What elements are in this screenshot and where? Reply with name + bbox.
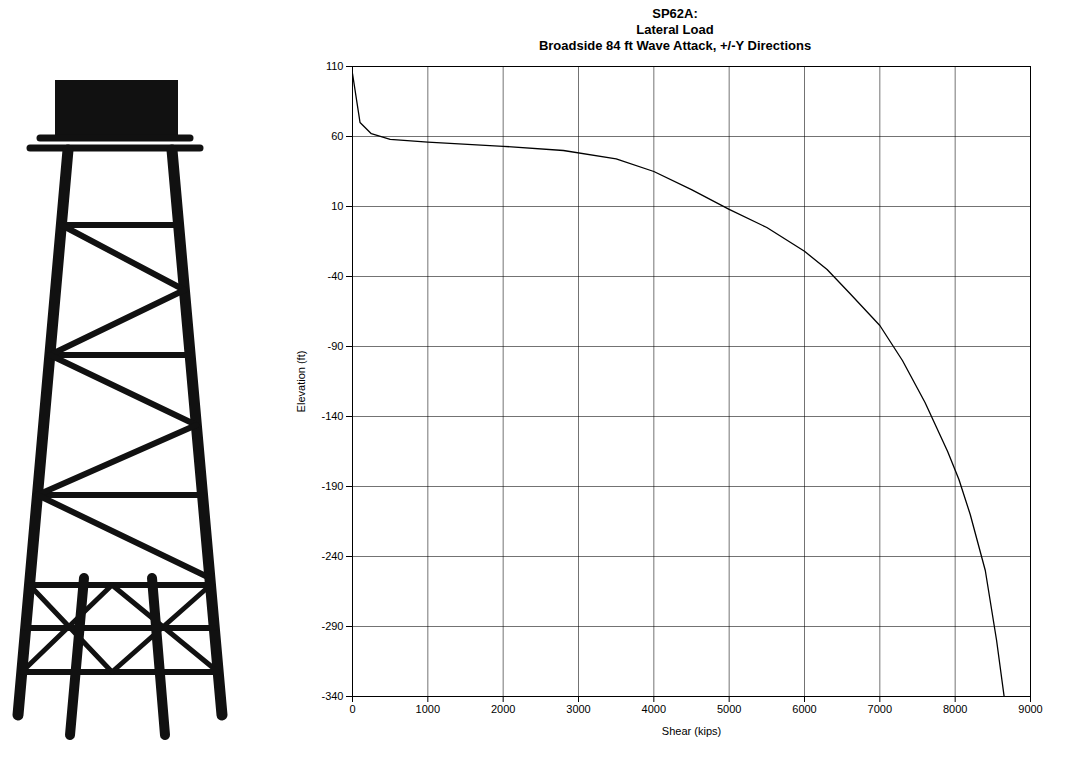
html-text:Broadside 84 ft Wave Attack, +: Broadside 84 ft Wave Attack, +/-Y Direct… bbox=[538, 38, 812, 53]
svg-text:8000: 8000 bbox=[943, 703, 967, 715]
svg-text:5000: 5000 bbox=[717, 703, 741, 715]
svg-text:-190: -190 bbox=[321, 480, 343, 492]
svg-text:4000: 4000 bbox=[642, 703, 666, 715]
svg-text:Elevation (ft): Elevation (ft) bbox=[295, 351, 307, 413]
html-text:Lateral Load: Lateral Load bbox=[636, 22, 714, 37]
svg-text:2000: 2000 bbox=[491, 703, 515, 715]
svg-text:-240: -240 bbox=[321, 550, 343, 562]
svg-text:9000: 9000 bbox=[1018, 703, 1042, 715]
svg-text:1000: 1000 bbox=[416, 703, 440, 715]
svg-text:-290: -290 bbox=[321, 620, 343, 632]
svg-text:0: 0 bbox=[349, 703, 355, 715]
html-text:SP62A:: SP62A: bbox=[652, 6, 698, 21]
svg-text:3000: 3000 bbox=[566, 703, 590, 715]
svg-text:60: 60 bbox=[331, 130, 343, 142]
svg-text:-40: -40 bbox=[328, 270, 344, 282]
svg-text:-140: -140 bbox=[321, 410, 343, 422]
svg-text:-90: -90 bbox=[328, 340, 344, 352]
svg-text:-340: -340 bbox=[321, 690, 343, 702]
svg-text:7000: 7000 bbox=[868, 703, 892, 715]
svg-text:6000: 6000 bbox=[792, 703, 816, 715]
svg-text:110: 110 bbox=[326, 60, 344, 72]
svg-text:Shear (kips): Shear (kips) bbox=[662, 725, 721, 737]
svg-text:10: 10 bbox=[331, 200, 343, 212]
